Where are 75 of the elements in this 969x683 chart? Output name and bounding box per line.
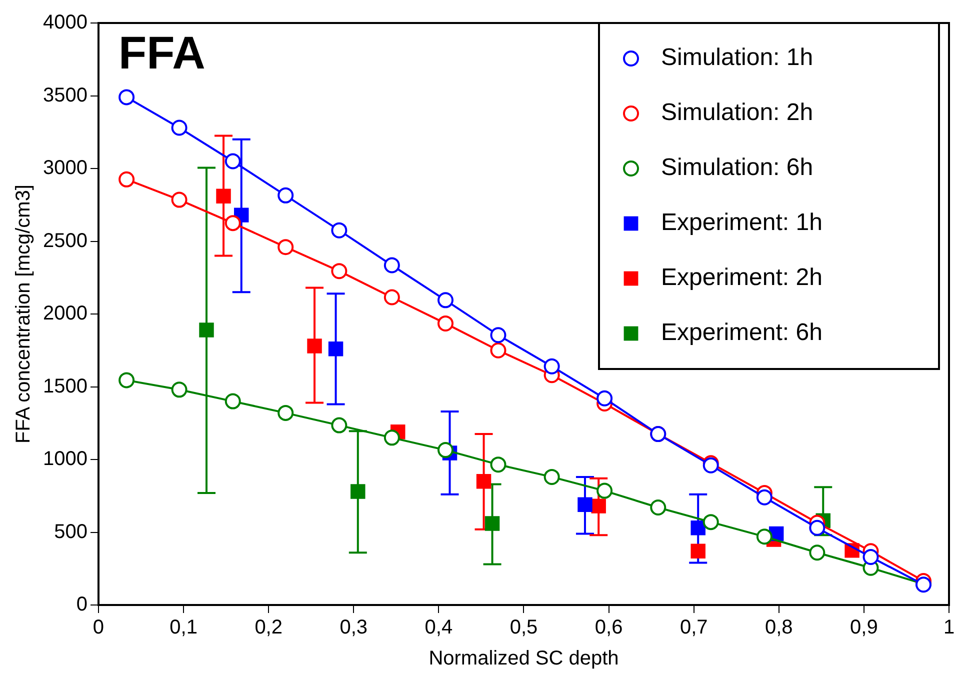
point xyxy=(862,548,879,565)
point xyxy=(544,468,560,485)
legend-label: Simulation: 1h xyxy=(661,44,814,72)
y-tick-label: 500 xyxy=(54,520,88,543)
point xyxy=(328,342,344,356)
x-tick-label: 0,9 xyxy=(850,616,878,639)
point xyxy=(384,289,400,306)
point xyxy=(224,153,241,170)
x-tick-label: 0,1 xyxy=(170,616,198,639)
y-tick-label: 1000 xyxy=(42,448,88,470)
point xyxy=(596,390,613,406)
point xyxy=(544,358,560,374)
point xyxy=(118,171,135,188)
x-tick-label: 0,7 xyxy=(680,616,708,639)
point xyxy=(224,393,241,410)
point xyxy=(384,257,400,274)
chart-title: FFA xyxy=(118,26,206,79)
x-tick-label: 0,8 xyxy=(764,616,793,639)
y-tick-label: 2500 xyxy=(42,230,88,252)
point xyxy=(331,417,348,434)
point xyxy=(278,239,294,256)
point xyxy=(438,292,454,308)
point xyxy=(438,315,454,332)
point xyxy=(484,516,500,531)
point xyxy=(331,263,348,280)
point xyxy=(490,456,506,473)
legend-label: Simulation: 2h xyxy=(661,99,814,126)
y-tick-label: 3000 xyxy=(42,157,88,180)
point xyxy=(490,327,506,344)
y-tick-label: 0 xyxy=(76,594,88,616)
x-tick-label: 1 xyxy=(943,616,955,639)
point xyxy=(756,489,772,506)
point xyxy=(690,544,706,559)
point xyxy=(756,528,772,545)
point xyxy=(171,382,188,398)
point xyxy=(591,498,606,514)
point xyxy=(490,342,506,358)
legend-label: Experiment: 6h xyxy=(661,319,822,346)
point xyxy=(809,544,826,561)
y-axis-title: FFA concentration [mcg/cm3] xyxy=(12,184,35,444)
x-tick-label: 0,3 xyxy=(340,616,368,639)
point xyxy=(690,520,706,536)
x-tick-label: 0,5 xyxy=(510,616,538,639)
legend-label: Simulation: 6h xyxy=(661,154,814,182)
point xyxy=(278,187,294,204)
x-tick-label: 0,2 xyxy=(254,616,282,639)
x-tick-label: 0 xyxy=(92,616,104,639)
point xyxy=(650,500,666,516)
point xyxy=(476,474,492,489)
x-tick-label: 0,6 xyxy=(594,616,623,639)
point xyxy=(118,372,135,388)
point xyxy=(216,188,231,204)
point xyxy=(578,497,592,512)
y-tick-label: 3500 xyxy=(42,84,88,106)
x-tick-label: 0,4 xyxy=(424,616,453,639)
point xyxy=(809,520,826,536)
point xyxy=(278,404,294,421)
point xyxy=(199,322,214,338)
point xyxy=(350,484,366,499)
point xyxy=(331,222,348,238)
x-axis-title: Normalized SC depth xyxy=(428,648,619,670)
y-tick-label: 1500 xyxy=(42,375,88,398)
point xyxy=(384,430,400,446)
legend-label: Experiment: 2h xyxy=(661,264,822,292)
point xyxy=(118,89,135,106)
point xyxy=(596,482,613,499)
point xyxy=(171,192,188,208)
point xyxy=(307,338,322,354)
point xyxy=(224,215,241,232)
point xyxy=(438,442,454,458)
legend-label: Experiment: 1h xyxy=(661,209,822,236)
point xyxy=(702,514,719,530)
y-tick-label: 4000 xyxy=(42,12,88,34)
point xyxy=(171,120,188,136)
y-tick-label: 2000 xyxy=(42,302,88,325)
